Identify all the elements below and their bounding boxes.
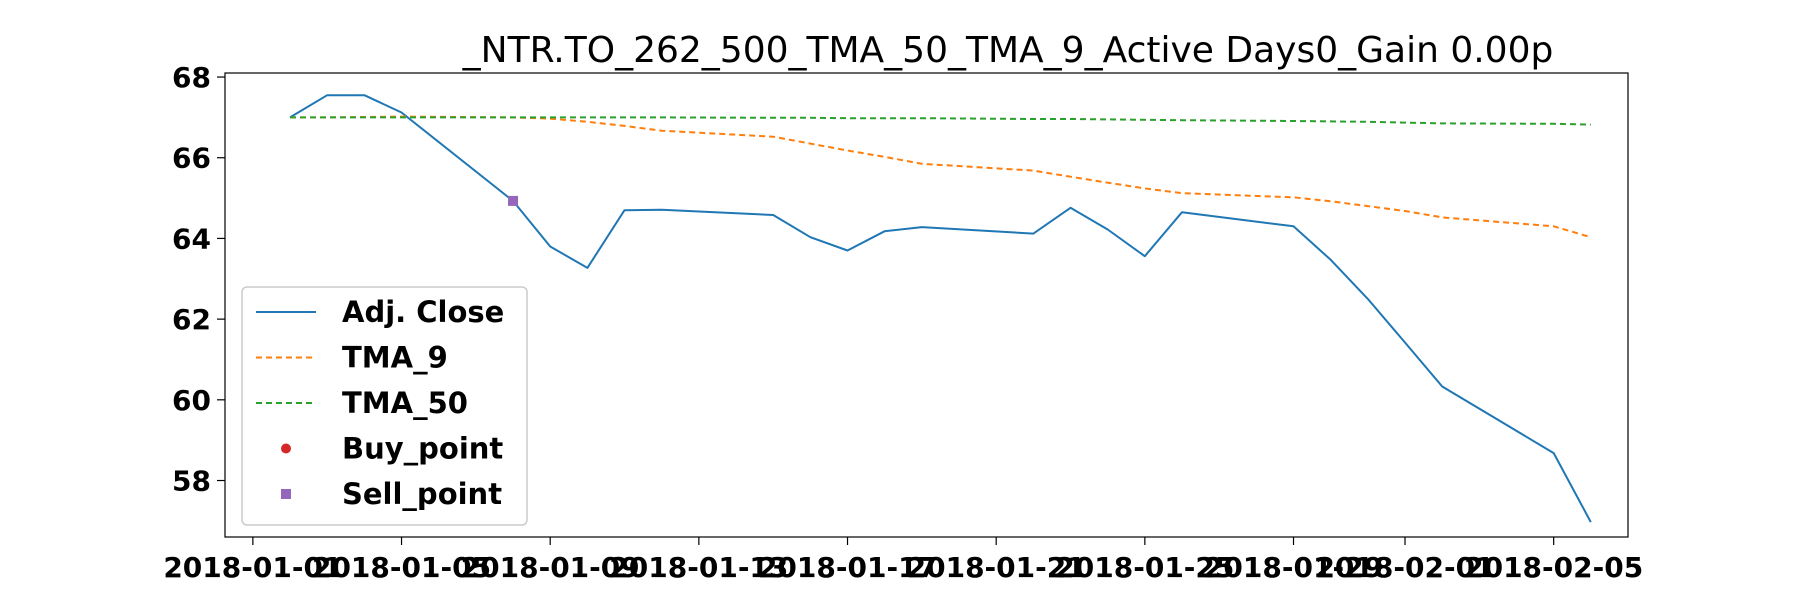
y-tick-label: 62 [172,303,211,336]
x-tick-label: 2018-01-01 [163,551,342,584]
y-axis: 58 60 62 64 66 68 [172,61,225,498]
legend-label-tma-9: TMA_9 [342,341,448,375]
x-tick-label: 2018-01-05 [312,551,491,584]
legend-box [241,286,528,526]
series-line-tma-50 [290,116,1591,126]
x-tick-label: 2018-01-13 [609,551,788,584]
x-tick-label: 2018-01-17 [758,551,937,584]
legend-swatch-sell-point [281,489,291,499]
series-line-adj-close [289,94,1592,523]
legend-label-sell-point: Sell_point [342,477,502,511]
legend-label-adj-close: Adj. Close [342,295,504,329]
legend-label-tma-50: TMA_50 [342,386,468,420]
legend-swatch-buy-point [281,443,291,454]
marker-layer [508,195,519,206]
x-tick-label: 2018-01-29 [1204,551,1383,584]
y-tick-label: 60 [172,384,211,417]
x-tick-label: 2018-01-09 [461,551,640,584]
series-layer [289,94,1592,523]
y-tick-label: 58 [172,465,211,498]
legend-label-buy-point: Buy_point [342,432,503,466]
x-tick-label: 2018-01-25 [1055,551,1234,584]
sell-point-marker [508,195,519,206]
y-tick-label: 66 [172,142,211,175]
x-tick-label: 2018-02-01 [1315,551,1494,584]
chart-title: _NTR.TO_262_500_TMA_50_TMA_9_Active Days… [462,30,1554,71]
x-axis: 2018-01-012018-01-052018-01-092018-01-13… [163,537,1643,584]
y-tick-label: 68 [172,61,211,94]
y-tick-label: 64 [172,222,211,255]
x-tick-label: 2018-01-21 [907,551,1086,584]
legend: Adj. Close TMA_9 TMA_50 Buy_point Sell_point [241,286,528,526]
x-tick-label: 2018-02-05 [1464,551,1643,584]
